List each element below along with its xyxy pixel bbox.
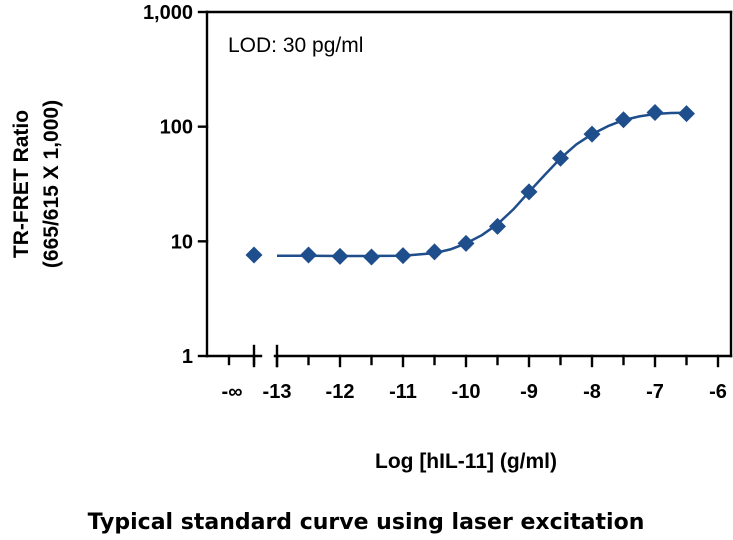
y-axis-title: TR-FRET Ratio <box>10 110 33 258</box>
x-axis-title: Log [hIL-11] (g/ml) <box>375 450 557 473</box>
lod-annotation: LOD: 30 pg/ml <box>228 34 363 57</box>
plot-frame <box>205 10 733 368</box>
x-tick-label: -11 <box>389 381 417 403</box>
data-point <box>615 111 632 129</box>
figure-caption: Typical standard curve using laser excit… <box>88 510 645 535</box>
x-tick-label: -9 <box>520 381 538 403</box>
data-point <box>520 183 538 201</box>
data-point <box>552 149 569 167</box>
x-tick-label: -10 <box>452 381 481 403</box>
data-points-layer <box>245 103 695 266</box>
x-tick-label: -7 <box>646 381 664 403</box>
x-tick-label: -8 <box>583 381 601 403</box>
data-point <box>426 243 443 261</box>
data-point <box>583 125 601 143</box>
data-point <box>678 105 695 123</box>
fit-curve-layer <box>277 111 687 258</box>
data-point <box>300 246 317 264</box>
y-tick-label: 10 <box>171 231 193 253</box>
y-tick-label: 1 <box>182 346 193 368</box>
data-point <box>457 234 475 252</box>
data-point <box>646 103 664 121</box>
axis-ticks: 1 10 100 1,000 -∞ -13 -12 -11 -10 -9 -8 -7 -6 <box>143 2 727 403</box>
data-point-blank <box>245 246 263 264</box>
x-tick-label: -13 <box>263 381 292 403</box>
y-tick-label: 1,000 <box>143 2 193 24</box>
x-tick-label: -12 <box>326 381 355 403</box>
y-axis-subtitle: (665/615 X 1,000) <box>40 100 63 268</box>
data-point <box>489 217 506 235</box>
fit-curve-line <box>277 111 687 258</box>
data-point <box>394 247 412 265</box>
x-tick-label: -∞ <box>222 381 243 403</box>
data-point <box>331 247 349 265</box>
x-tick-label: -6 <box>709 381 727 403</box>
y-tick-label: 100 <box>160 117 193 139</box>
data-point <box>363 248 380 266</box>
